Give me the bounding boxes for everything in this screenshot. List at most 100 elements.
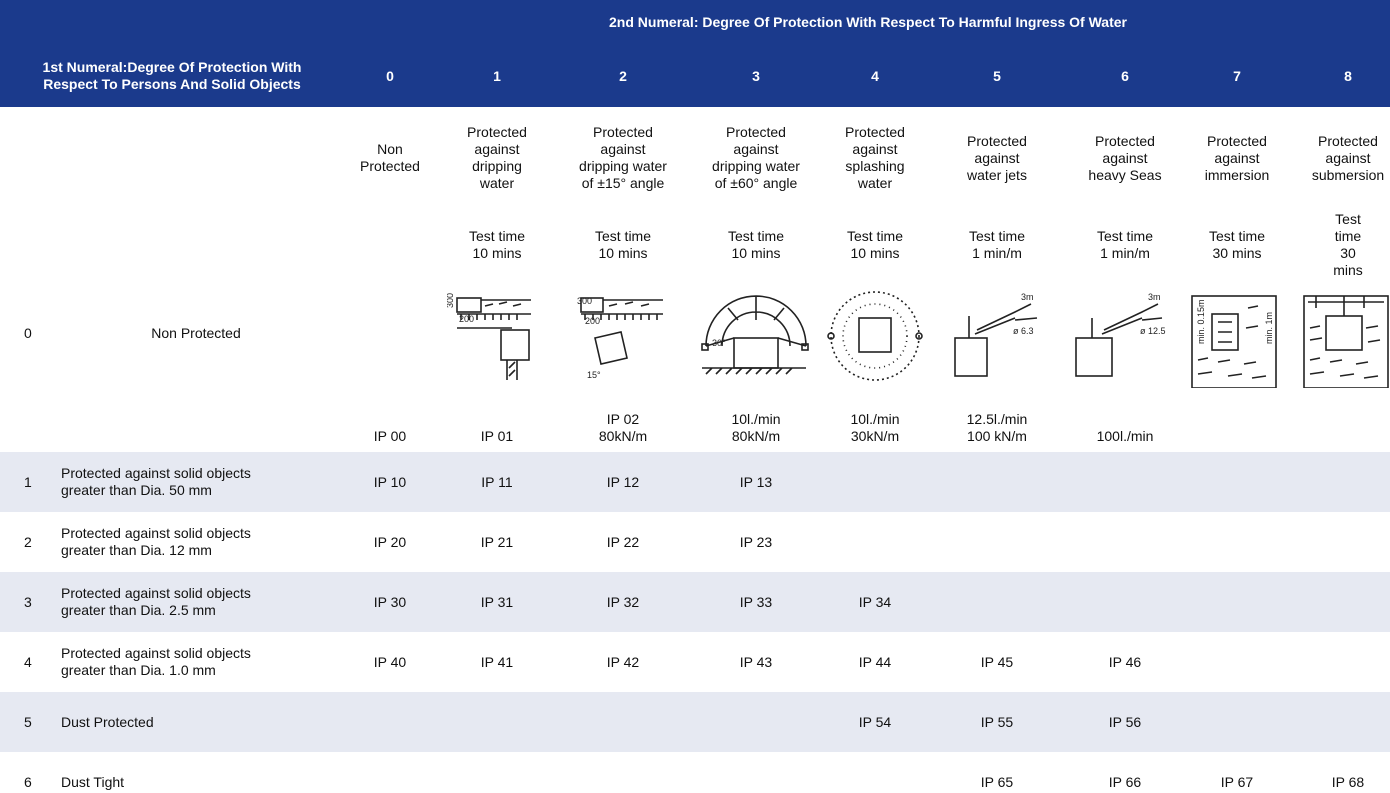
column-number: 8 — [1344, 67, 1352, 84]
icon-label: ø 6.3 — [1013, 326, 1034, 336]
test-time: Test time 10 mins — [846, 228, 904, 261]
water-description: Non Protected — [360, 141, 420, 174]
ip-code: IP 21 — [480, 533, 514, 550]
ip-code: IP 22 — [606, 533, 640, 550]
row-label: Protected against solid objects greater … — [61, 465, 251, 498]
row-number: 4 — [24, 653, 32, 670]
icon-label: 3m — [1148, 292, 1161, 302]
column-number: 5 — [993, 67, 1001, 84]
water-description: Protected against immersion — [1204, 132, 1270, 183]
ip-code: IP 46 — [1108, 653, 1142, 670]
water-description: Protected against dripping water of ±15°… — [579, 124, 667, 191]
ip-code: IP 41 — [480, 653, 514, 670]
column-number: 1 — [493, 67, 501, 84]
water-description: Protected against dripping water of ±60°… — [712, 124, 800, 191]
column-number: 3 — [752, 67, 760, 84]
ip-code: IP 33 — [739, 593, 773, 610]
column-number: 2 — [619, 67, 627, 84]
icon-label: 3m — [1021, 292, 1034, 302]
icon-label: 300 — [577, 296, 592, 306]
row-shade — [0, 692, 1390, 752]
icon-label: 30° — [712, 338, 726, 348]
column-number: 0 — [386, 67, 394, 84]
icon-dripping: 300 200 — [447, 293, 531, 380]
row-number: 6 — [24, 773, 32, 790]
ip-code: IP 67 — [1220, 773, 1254, 790]
icon-label: min. 1m — [1264, 312, 1274, 344]
water-description: Protected against splashing water — [845, 124, 905, 191]
left-title: 1st Numeral:Degree Of Protection With Re… — [42, 59, 302, 92]
icon-dripping-15: 300 200 15° — [577, 296, 663, 380]
row-shade — [0, 452, 1390, 512]
icon-label: 15° — [587, 370, 601, 380]
column-number: 4 — [871, 67, 879, 84]
ip-code: IP 40 — [373, 653, 407, 670]
icon-label: 300 — [447, 293, 455, 308]
test-time: Test time 10 mins — [727, 228, 785, 261]
ip-code: IP 13 — [739, 473, 773, 490]
icon-splashing — [827, 291, 923, 381]
water-description: Protected against dripping water — [467, 124, 527, 191]
ip-code: IP 55 — [980, 713, 1014, 730]
icon-jets: 3m ø 6.3 — [954, 292, 1038, 377]
icon-label: 200 — [585, 316, 600, 326]
row-label: Protected against solid objects greater … — [61, 525, 251, 558]
test-time: Test time 1 min/m — [1096, 228, 1154, 261]
ip-code: IP 65 — [980, 773, 1014, 790]
row-number: 2 — [24, 533, 32, 550]
ip-code: IP 11 — [481, 473, 513, 490]
test-time: Test time 10 mins — [468, 228, 526, 261]
row-number: 0 — [24, 324, 32, 341]
row-number: 5 — [24, 713, 32, 730]
ip-code: IP 68 — [1331, 773, 1365, 790]
ip-code: IP 01 — [480, 428, 514, 444]
column-number: 6 — [1121, 67, 1129, 84]
ip-code: IP 42 — [606, 653, 640, 670]
test-time: Test time 30 mins — [1208, 228, 1266, 261]
test-time: Test time 1 min/m — [968, 228, 1026, 261]
top-title: 2nd Numeral: Degree Of Protection With R… — [609, 14, 1127, 30]
icon-label: ø 12.5 — [1140, 326, 1166, 336]
test-time: Test time 10 mins — [594, 228, 652, 261]
row-label: Dust Tight — [61, 773, 125, 790]
water-description: Protected against water jets — [967, 132, 1027, 183]
test-time: Test time 30 mins — [1333, 211, 1363, 278]
ip-code: IP 34 — [858, 593, 892, 610]
row-label: Protected against solid objects greater … — [61, 585, 251, 618]
ip-code: 12.5l./min 100 kN/m — [966, 411, 1028, 444]
ip-code: IP 56 — [1108, 713, 1142, 730]
water-description: Protected against submersion — [1311, 132, 1385, 183]
ip-code: IP 32 — [606, 593, 640, 610]
ip-code: IP 30 — [373, 593, 407, 610]
row-label: Protected against solid objects greater … — [61, 645, 251, 678]
row-shade — [0, 572, 1390, 632]
ip-code: IP 43 — [739, 653, 773, 670]
icon-label: 200 — [459, 314, 474, 324]
icon-submersion — [1303, 295, 1389, 388]
ip-code: IP 54 — [858, 713, 892, 730]
icon-immersion: min. 0.15m min. 1m — [1191, 295, 1277, 388]
ip-code: IP 45 — [980, 653, 1014, 670]
ip-code: 10l./min 30kN/m — [850, 411, 900, 444]
ip-code: IP 44 — [858, 653, 892, 670]
row-number: 3 — [24, 593, 32, 610]
row-label: Non Protected — [151, 324, 241, 341]
ip-code: IP 31 — [480, 593, 514, 610]
ip-code: IP 02 80kN/m — [598, 411, 648, 444]
icon-dripping-60: 30° — [701, 295, 809, 375]
ip-code: IP 10 — [373, 473, 407, 490]
header-band — [0, 0, 1390, 107]
ip-code: 100l./min — [1096, 428, 1154, 444]
ip-code: 10l./min 80kN/m — [731, 411, 781, 444]
ip-code: IP 20 — [373, 533, 407, 550]
ip-code: IP 00 — [373, 428, 407, 444]
icon-heavy-seas: 3m ø 12.5 — [1075, 292, 1166, 377]
ip-code: IP 12 — [606, 473, 640, 490]
icon-label: min. 0.15m — [1196, 299, 1206, 344]
row-number: 1 — [24, 473, 32, 490]
column-number: 7 — [1233, 67, 1241, 84]
ip-code: IP 23 — [739, 533, 773, 550]
row-label: Dust Protected — [61, 713, 154, 730]
water-description: Protected against heavy Seas — [1088, 132, 1162, 183]
